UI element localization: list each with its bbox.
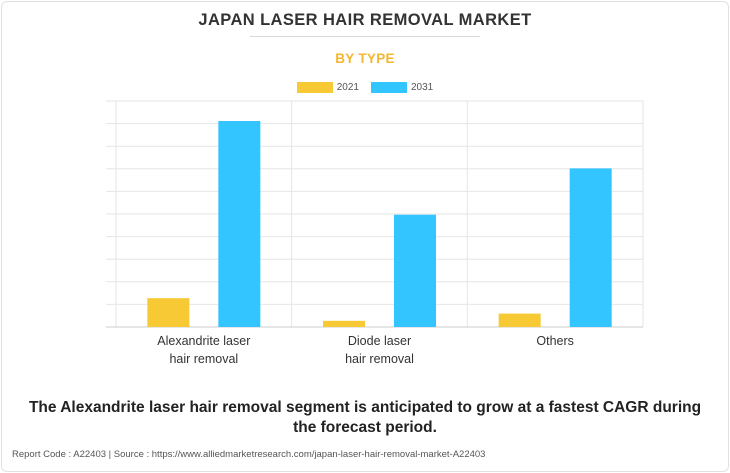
- bar-2031-2: [569, 168, 612, 327]
- caption-line-2: the forecast period.: [293, 419, 437, 436]
- legend-swatch-2031: [371, 81, 407, 93]
- bar-2031-1: [394, 214, 436, 327]
- legend-label-2021: 2021: [336, 81, 359, 93]
- x-tick-label: hair removal: [345, 352, 414, 366]
- chart-caption: The Alexandrite laser hair removal segme…: [0, 398, 730, 438]
- bar-2021-0: [147, 298, 190, 327]
- legend-item-2031[interactable]: 2031: [371, 81, 434, 93]
- source-footer: Report Code : A22403 | Source : https://…: [12, 449, 486, 460]
- legend-swatch-2021: [296, 81, 333, 93]
- x-tick-label: Alexandrite laser: [157, 334, 250, 348]
- caption-line-1: The Alexandrite laser hair removal segme…: [28, 399, 702, 416]
- chart-subtitle: BY TYPE: [335, 51, 395, 66]
- legend-item-2021[interactable]: 2021: [296, 81, 359, 93]
- bar-2021-1: [323, 320, 365, 327]
- x-tick-label: Others: [536, 334, 574, 348]
- title-divider: [250, 36, 480, 37]
- chart-title: JAPAN LASER HAIR REMOVAL MARKET: [198, 11, 532, 29]
- x-tick-label: Diode laser: [348, 334, 411, 348]
- legend-label-2031: 2031: [411, 81, 434, 93]
- bar-2031-0: [218, 121, 261, 327]
- legend: 2021 2031: [0, 79, 730, 95]
- bar-2021-2: [498, 313, 541, 327]
- x-tick-label: hair removal: [169, 352, 238, 366]
- bar-chart: Alexandrite laser hair removal Diode laser…: [106, 100, 644, 366]
